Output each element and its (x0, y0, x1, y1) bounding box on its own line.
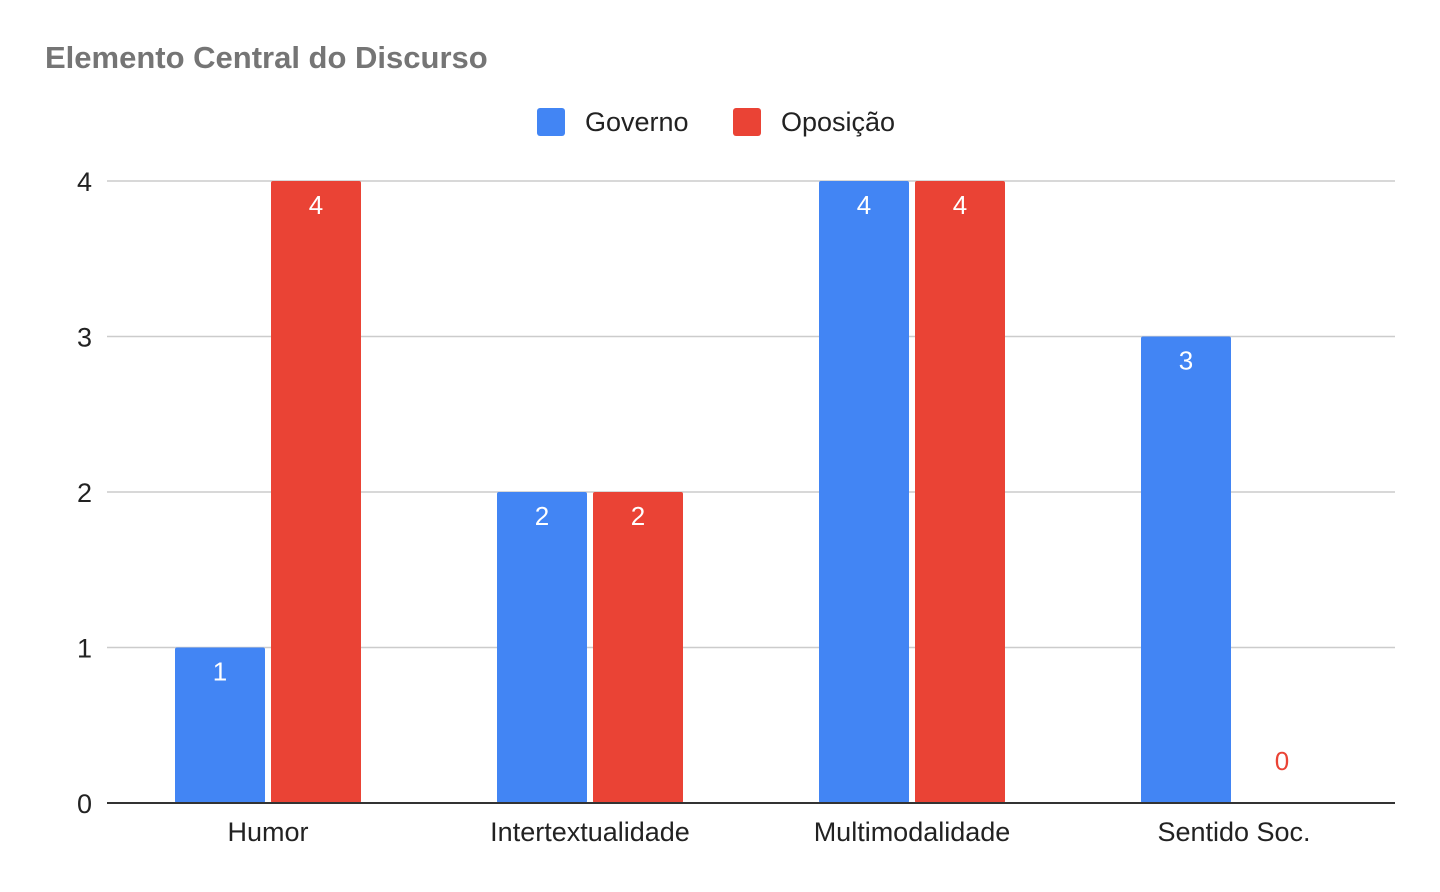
data-label-oposicao-sentido-soc: 0 (1275, 746, 1289, 776)
data-label-governo-intertextualidade: 2 (535, 501, 549, 531)
legend-label-oposicao: Oposição (781, 107, 895, 137)
x-category-label-humor: Humor (227, 817, 308, 847)
bar-oposicao-multimodalidade (915, 181, 1005, 803)
bar-governo-multimodalidade (819, 181, 909, 803)
chart-title: Elemento Central do Discurso (45, 40, 488, 75)
x-axis-categories: Humor Intertextualidade Multimodalidade Sen… (227, 817, 1310, 847)
y-tick-label-3: 3 (77, 323, 92, 353)
bar-oposicao-intertextualidade (593, 492, 683, 803)
data-label-governo-sentido-soc: 3 (1179, 346, 1193, 376)
chart-legend: Governo Oposição (537, 107, 895, 137)
data-label-governo-multimodalidade: 4 (857, 190, 871, 220)
data-label-oposicao-intertextualidade: 2 (631, 501, 645, 531)
bar-governo-humor (175, 647, 265, 803)
data-label-oposicao-humor: 4 (309, 190, 323, 220)
y-tick-label-2: 2 (77, 478, 92, 508)
y-tick-label-0: 0 (77, 789, 92, 819)
x-category-label-sentido-soc: Sentido Soc. (1157, 817, 1310, 847)
y-tick-label-1: 1 (77, 634, 92, 664)
bar-governo-sentido-soc (1141, 336, 1231, 803)
x-category-label-intertextualidade: Intertextualidade (490, 817, 690, 847)
bar-oposicao-humor (271, 181, 361, 803)
legend-swatch-governo (537, 108, 565, 136)
x-category-label-multimodalidade: Multimodalidade (814, 817, 1011, 847)
y-axis-ticks: 0 1 2 3 4 (77, 167, 92, 819)
legend-label-governo: Governo (585, 107, 689, 137)
bars (175, 181, 1231, 803)
data-label-oposicao-multimodalidade: 4 (953, 190, 967, 220)
y-tick-label-4: 4 (77, 167, 92, 197)
legend-swatch-oposicao (733, 108, 761, 136)
data-labels: 1 4 2 2 4 4 3 0 (213, 190, 1289, 776)
data-label-governo-humor: 1 (213, 657, 227, 687)
bar-governo-intertextualidade (497, 492, 587, 803)
